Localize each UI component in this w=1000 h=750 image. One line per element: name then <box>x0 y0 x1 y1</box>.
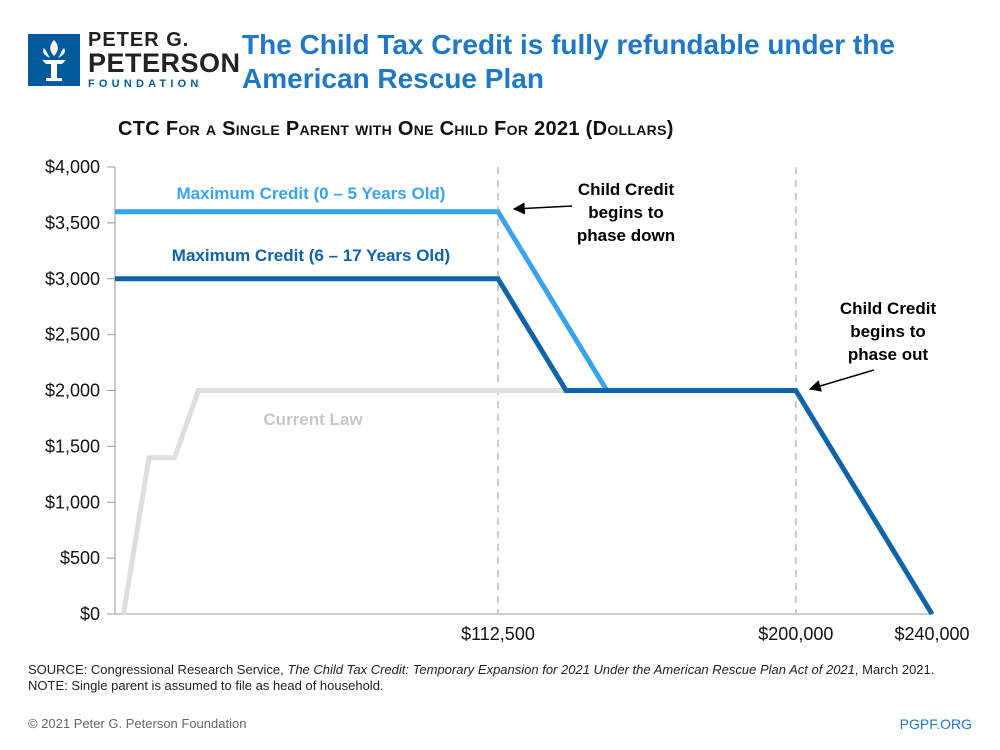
logo-line-1: PETER G. <box>88 29 190 51</box>
site-link[interactable]: PGPF.ORG <box>899 716 972 732</box>
y-tick-label: $1,500 <box>45 436 100 456</box>
annotation-phase-down-arrow <box>512 202 573 215</box>
annotation-phase-out-line-1: Child Credit <box>840 299 937 318</box>
y-tick-label: $2,500 <box>45 325 100 345</box>
logo: PETER G. PETERSON FOUNDATION <box>28 30 241 90</box>
annotation-phase-down: Child Credit begins to phase down <box>512 180 675 245</box>
series-label-current-law: Current Law <box>263 410 363 429</box>
copyright: © 2021 Peter G. Peterson Foundation <box>28 716 247 731</box>
logo-wordmark: PETER G. PETERSON FOUNDATION <box>88 30 241 90</box>
annotation-phase-down-line-3: phase down <box>577 226 675 245</box>
series-label-0-5: Maximum Credit (0 – 5 Years Old) <box>177 184 446 203</box>
logo-line-2: PETERSON <box>88 48 241 78</box>
y-axis: $0 $500 $1,000 $1,500 $2,000 $2,500 $3,000 $3,5… <box>45 157 116 624</box>
source-suffix: , March 2021. <box>854 662 935 677</box>
torch-logo-icon <box>28 34 80 86</box>
annotation-phase-down-line-1: Child Credit <box>578 180 675 199</box>
source-title: The Child Tax Credit: Temporary Expansio… <box>287 662 855 677</box>
series-line-2 <box>115 276 935 616</box>
x-tick-label: $240,000 <box>894 624 969 644</box>
y-tick-label: $500 <box>60 548 100 568</box>
chart-subtitle: CTC For a Single Parent with One Child F… <box>118 118 674 140</box>
series-label-6-17: Maximum Credit (6 – 17 Years Old) <box>172 246 450 265</box>
y-tick-label: $3,000 <box>45 269 100 289</box>
x-tick-label: $112,500 <box>461 624 535 644</box>
y-tick-label: $4,000 <box>45 157 100 177</box>
series-line-0 <box>121 388 796 615</box>
annotation-phase-out-arrow <box>808 369 875 392</box>
series-line-1 <box>115 209 610 392</box>
note-text: NOTE: Single parent is assumed to file a… <box>28 678 384 693</box>
annotations: Child Credit begins to phase down Child … <box>512 180 937 392</box>
y-tick-label: $1,000 <box>45 492 100 512</box>
x-tick-label: $200,000 <box>758 624 833 644</box>
series-layer <box>115 209 935 616</box>
y-tick-label: $2,000 <box>45 381 100 401</box>
source-note: SOURCE: Congressional Research Service, … <box>28 662 978 694</box>
y-tick-label: $0 <box>80 604 100 624</box>
series-labels: Maximum Credit (0 – 5 Years Old) Maximum… <box>172 184 450 429</box>
logo-line-3: FOUNDATION <box>88 78 203 90</box>
annotation-phase-out: Child Credit begins to phase out <box>808 299 937 392</box>
chart: $0 $500 $1,000 $1,500 $2,000 $2,500 $3,000 $3,5… <box>45 157 970 644</box>
annotation-phase-out-line-3: phase out <box>848 345 929 364</box>
y-tick-label: $3,500 <box>45 213 100 233</box>
x-axis: $112,500 $200,000 $240,000 <box>115 613 970 644</box>
source-prefix: SOURCE: Congressional Research Service, <box>28 662 288 677</box>
annotation-phase-out-line-2: begins to <box>850 322 926 341</box>
annotation-phase-down-line-2: begins to <box>588 203 664 222</box>
headline: The Child Tax Credit is fully refundable… <box>242 29 895 94</box>
